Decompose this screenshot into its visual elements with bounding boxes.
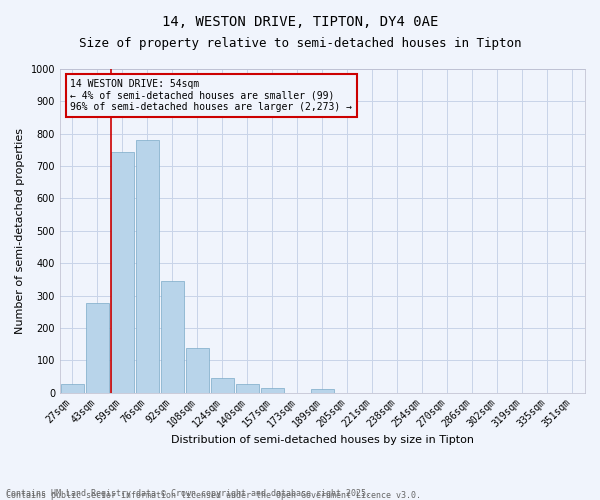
Bar bbox=[86, 302, 109, 392]
Bar bbox=[61, 384, 83, 392]
Bar bbox=[211, 378, 233, 392]
Bar bbox=[136, 140, 158, 392]
X-axis label: Distribution of semi-detached houses by size in Tipton: Distribution of semi-detached houses by … bbox=[171, 435, 474, 445]
Bar bbox=[161, 281, 184, 392]
Text: 14 WESTON DRIVE: 54sqm
← 4% of semi-detached houses are smaller (99)
96% of semi: 14 WESTON DRIVE: 54sqm ← 4% of semi-deta… bbox=[70, 78, 352, 112]
Bar bbox=[261, 388, 284, 392]
Text: 14, WESTON DRIVE, TIPTON, DY4 0AE: 14, WESTON DRIVE, TIPTON, DY4 0AE bbox=[162, 15, 438, 29]
Text: Contains HM Land Registry data © Crown copyright and database right 2025.: Contains HM Land Registry data © Crown c… bbox=[6, 488, 371, 498]
Text: Contains public sector information licensed under the Open Government Licence v3: Contains public sector information licen… bbox=[6, 491, 421, 500]
Text: Size of property relative to semi-detached houses in Tipton: Size of property relative to semi-detach… bbox=[79, 38, 521, 51]
Y-axis label: Number of semi-detached properties: Number of semi-detached properties bbox=[15, 128, 25, 334]
Bar bbox=[311, 390, 334, 392]
Bar bbox=[186, 348, 209, 393]
Bar bbox=[236, 384, 259, 392]
Bar bbox=[111, 152, 134, 392]
